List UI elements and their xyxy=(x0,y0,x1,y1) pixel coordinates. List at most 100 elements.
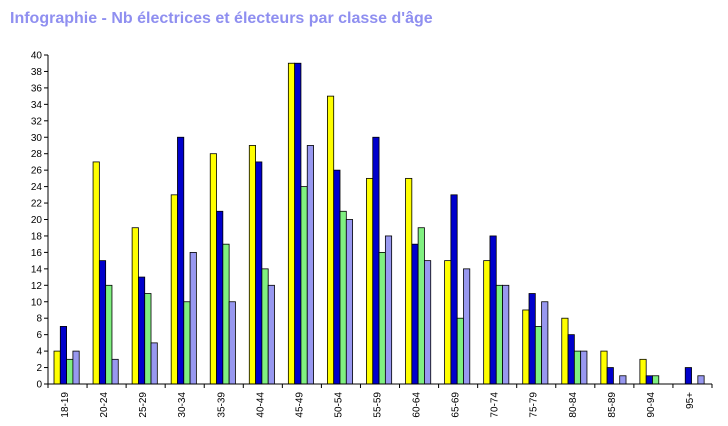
bar-s2-75-79 xyxy=(528,293,536,385)
bar-s2-95+ xyxy=(684,367,692,385)
x-tick-label: 40-44 xyxy=(255,392,266,418)
bar-s3-50-54 xyxy=(339,210,347,385)
bar-s2-85-89 xyxy=(606,367,614,385)
bar-s2-25-29 xyxy=(138,276,146,385)
y-tick-label: 14 xyxy=(31,264,43,275)
y-tick-label: 4 xyxy=(36,347,42,358)
bar-s2-90-94 xyxy=(645,375,653,385)
y-tick-label: 34 xyxy=(31,100,43,111)
bar-s2-65-69 xyxy=(450,194,458,385)
y-tick-label: 12 xyxy=(31,281,43,292)
y-tick-label: 18 xyxy=(31,231,43,242)
y-tick-label: 22 xyxy=(31,199,43,210)
x-tick-label: 18-19 xyxy=(60,392,71,418)
bar-s1-70-74 xyxy=(483,260,491,385)
y-tick-label: 0 xyxy=(36,380,42,391)
bar-s4-30-34 xyxy=(189,251,197,385)
x-tick-label: 30-34 xyxy=(177,392,188,418)
bar-s4-55-59 xyxy=(384,235,393,385)
x-tick-label: 85-89 xyxy=(607,392,618,418)
x-tick-label: 45-49 xyxy=(294,392,305,418)
y-tick-label: 38 xyxy=(31,67,43,78)
bar-s3-40-44 xyxy=(261,268,269,385)
bar-s4-70-74 xyxy=(502,284,510,385)
bar-s4-20-24 xyxy=(111,358,119,385)
x-tick-label: 80-84 xyxy=(568,392,579,418)
y-tick-label: 24 xyxy=(31,182,43,193)
bar-s3-25-29 xyxy=(144,293,152,385)
bar-s2-20-24 xyxy=(98,260,107,385)
bar-s3-18-19 xyxy=(66,358,74,385)
bar-s4-80-84 xyxy=(580,350,588,385)
bar-s4-65-69 xyxy=(463,268,471,385)
bar-s3-90-94 xyxy=(652,375,660,385)
bar-s3-65-69 xyxy=(456,317,464,385)
y-tick-label: 8 xyxy=(36,314,42,325)
bar-s3-20-24 xyxy=(105,284,113,385)
x-tick-label: 75-79 xyxy=(529,392,540,418)
bar-s2-30-34 xyxy=(177,136,185,385)
bar-s4-45-49 xyxy=(306,145,314,385)
y-tick-label: 10 xyxy=(31,297,43,308)
y-tick-label: 20 xyxy=(31,215,43,226)
x-tick-label: 50-54 xyxy=(333,392,344,418)
bar-s3-75-79 xyxy=(534,326,543,385)
y-tick-label: 36 xyxy=(31,83,43,94)
bar-s2-80-84 xyxy=(567,334,575,385)
x-tick-label: 65-69 xyxy=(451,392,462,418)
bar-s3-30-34 xyxy=(183,301,191,385)
y-tick-label: 16 xyxy=(31,248,43,259)
bar-s1-35-39 xyxy=(209,153,217,385)
bar-s4-75-79 xyxy=(541,301,549,385)
bar-s4-85-89 xyxy=(619,375,627,385)
bar-s3-70-74 xyxy=(495,284,503,385)
y-tick-label: 30 xyxy=(31,133,43,144)
bar-s1-18-19 xyxy=(53,350,61,385)
bar-s1-30-34 xyxy=(170,194,178,385)
bar-s3-60-64 xyxy=(417,227,425,385)
bar-s1-40-44 xyxy=(248,145,256,385)
x-tick-label: 60-64 xyxy=(412,392,423,418)
bar-s3-55-59 xyxy=(378,251,386,385)
x-tick-label: 95+ xyxy=(685,392,696,409)
bar-s1-85-89 xyxy=(600,350,608,385)
bar-s3-35-39 xyxy=(222,243,230,385)
bar-s2-55-59 xyxy=(372,136,380,385)
bar-s3-80-84 xyxy=(573,350,582,385)
plot-area: 024681012141618202224262830323436384018-… xyxy=(31,51,713,418)
y-tick-label: 28 xyxy=(31,149,43,160)
bar-s4-25-29 xyxy=(150,342,158,385)
y-tick-label: 40 xyxy=(31,51,43,62)
x-tick-label: 35-39 xyxy=(216,392,227,418)
bar-s2-45-49 xyxy=(294,62,302,385)
bar-s3-45-49 xyxy=(300,186,308,385)
bar-s1-65-69 xyxy=(444,260,452,385)
x-tick-label: 20-24 xyxy=(99,392,110,418)
bar-s2-35-39 xyxy=(216,210,224,385)
bar-s4-18-19 xyxy=(72,350,80,385)
bar-s1-25-29 xyxy=(131,227,139,385)
bar-s1-20-24 xyxy=(92,161,100,385)
bar-s2-50-54 xyxy=(333,169,341,385)
bar-s1-80-84 xyxy=(561,317,569,385)
x-tick-label: 25-29 xyxy=(138,392,149,418)
bar-s4-35-39 xyxy=(228,301,236,385)
bar-s1-55-59 xyxy=(366,177,374,385)
bar-s1-45-49 xyxy=(287,62,296,385)
bar-s1-60-64 xyxy=(405,177,413,385)
bar-s2-60-64 xyxy=(411,243,419,385)
bar-s2-70-74 xyxy=(489,235,497,385)
bar-s4-95+ xyxy=(697,375,705,385)
y-tick-label: 26 xyxy=(31,166,43,177)
bar-s4-60-64 xyxy=(424,260,432,385)
bar-s1-50-54 xyxy=(327,95,335,385)
bar-s1-75-79 xyxy=(522,309,530,385)
x-tick-label: 90-94 xyxy=(646,392,657,418)
x-tick-label: 55-59 xyxy=(373,392,384,418)
x-tick-label: 70-74 xyxy=(490,392,501,418)
bar-s2-40-44 xyxy=(255,161,263,385)
bar-s1-90-94 xyxy=(639,358,647,385)
chart-title: Infographie - Nb électrices et électeurs… xyxy=(10,10,433,27)
y-tick-label: 6 xyxy=(36,330,42,341)
